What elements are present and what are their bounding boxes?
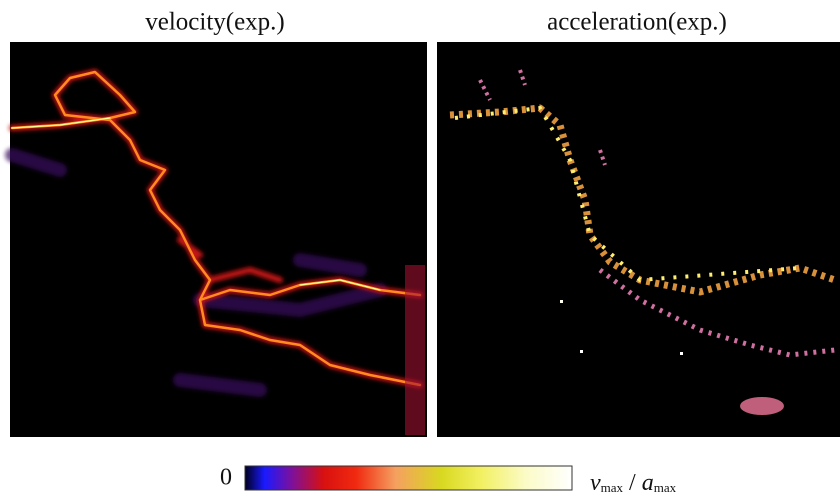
label-part: / (629, 470, 636, 496)
label-part: max (601, 480, 624, 495)
panel-title: acceleration(exp.) (547, 9, 727, 36)
colorbar-max-label: vmax / amax (590, 470, 677, 496)
label-part: v (590, 470, 601, 496)
colorbar (244, 465, 573, 491)
acceleration-image (437, 42, 840, 437)
colorbar-min-label: 0 (220, 465, 232, 491)
velocity-image (5, 42, 427, 437)
label-part: max (654, 480, 677, 495)
label-part: a (642, 470, 654, 496)
panel-title: velocity(exp.) (145, 9, 285, 36)
